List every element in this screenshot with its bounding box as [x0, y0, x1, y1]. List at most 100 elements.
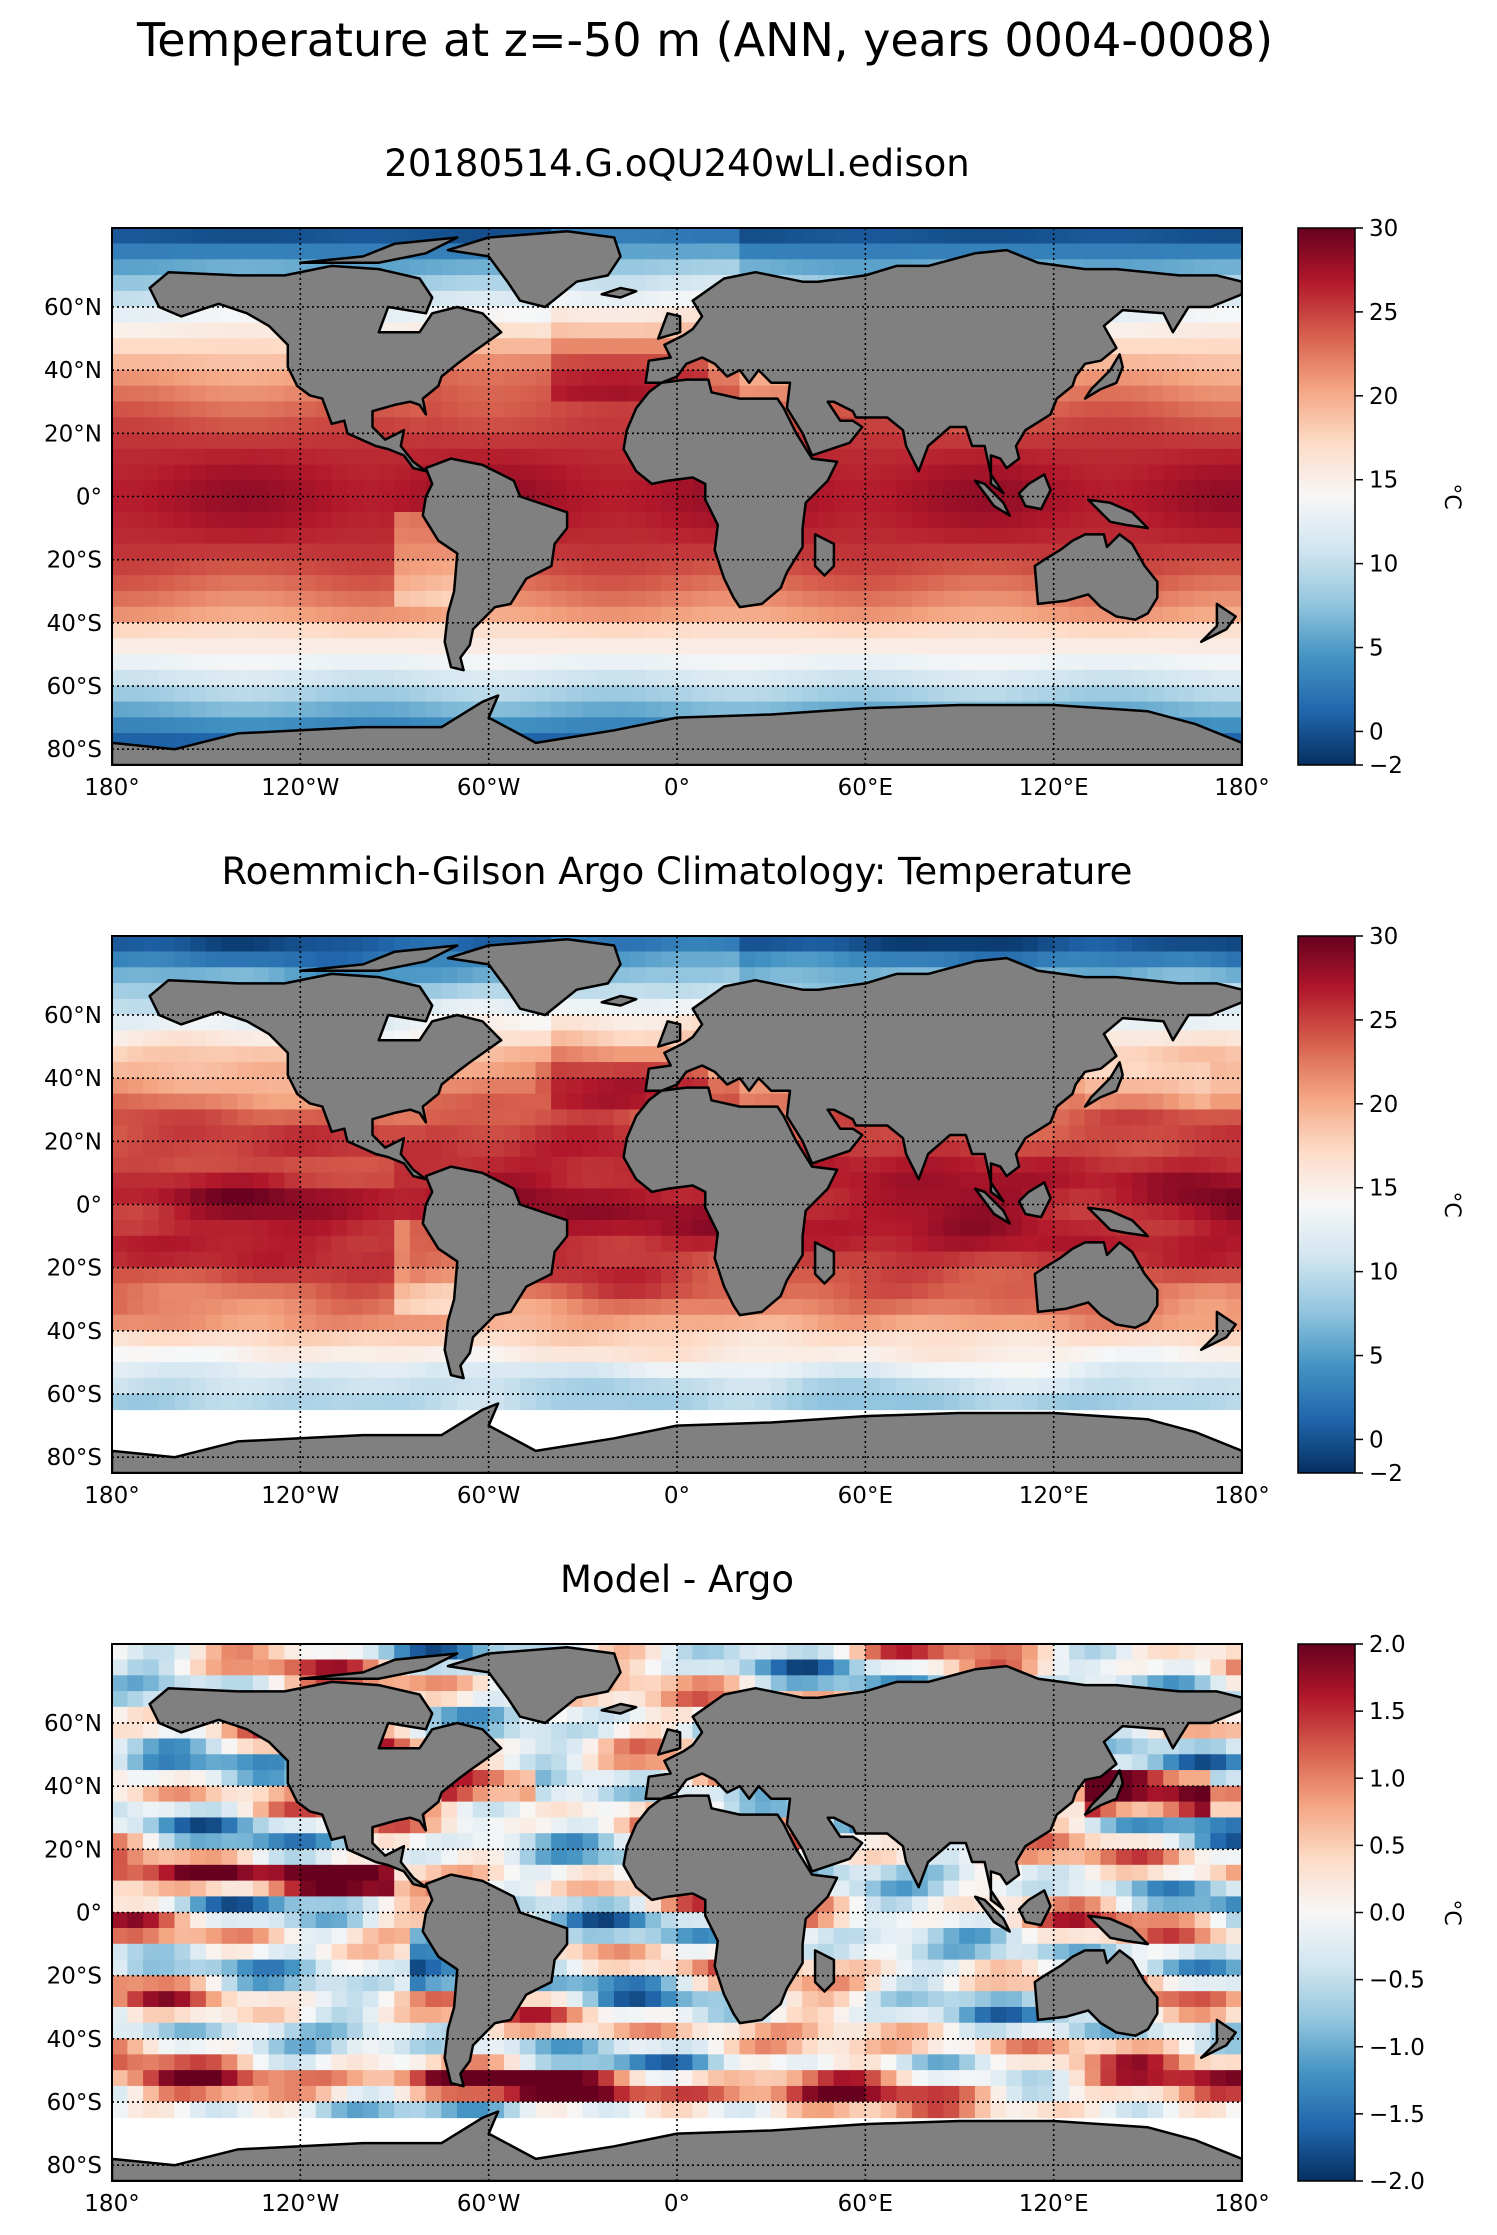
- field-cell: [786, 669, 803, 687]
- field-cell: [1178, 1251, 1196, 1268]
- field-cell: [551, 685, 568, 703]
- field-cell: [1021, 1644, 1039, 1661]
- field-cell: [441, 998, 458, 1016]
- field-cell: [880, 936, 898, 953]
- field-cell: [252, 1030, 270, 1047]
- field-cell: [1021, 1235, 1039, 1253]
- field-cell: [488, 448, 505, 466]
- field-cell: [1069, 385, 1086, 403]
- field-cell: [1194, 1046, 1211, 1063]
- field-cell: [221, 511, 238, 529]
- field-cell: [582, 354, 599, 371]
- field-cell: [362, 559, 380, 576]
- field-cell: [566, 590, 584, 608]
- landmass: [446, 937, 622, 1017]
- field-cell: [472, 1093, 489, 1111]
- field-cell: [1194, 936, 1211, 953]
- field-cell: [739, 669, 756, 687]
- field-cell: [488, 338, 505, 355]
- field-cell: [472, 1377, 489, 1395]
- field-cell: [315, 1251, 333, 1268]
- field-cell: [1226, 575, 1242, 592]
- field-cell: [645, 1204, 662, 1221]
- field-cell: [362, 511, 380, 529]
- field-cell: [1100, 638, 1117, 655]
- field-cell: [237, 1314, 254, 1332]
- field-cell: [127, 290, 144, 308]
- field-cell: [190, 417, 207, 434]
- field-cell: [362, 1188, 380, 1205]
- field-cell: [833, 575, 850, 592]
- field-cell: [127, 1267, 144, 1284]
- field-cell: [551, 1093, 568, 1111]
- field-cell: [158, 1125, 176, 1142]
- field-cell: [252, 1393, 270, 1411]
- field-cell: [331, 1219, 348, 1237]
- field-cell: [629, 1706, 646, 1724]
- field-cell: [1163, 575, 1180, 592]
- field-cell: [1100, 951, 1117, 968]
- field-cell: [551, 464, 568, 482]
- field-cell: [221, 354, 238, 371]
- field-cell: [1037, 1644, 1054, 1661]
- field-cell: [629, 606, 646, 624]
- field-cell: [143, 338, 160, 355]
- field-cell: [1147, 1125, 1164, 1142]
- field-cell: [158, 401, 176, 418]
- field-cell: [817, 967, 835, 984]
- field-cell: [378, 1235, 395, 1253]
- field-cell: [708, 259, 725, 276]
- field-cell: [1021, 1219, 1039, 1237]
- panel-1-title: 20180514.G.oQU240wLI.edison: [384, 142, 970, 185]
- field-cell: [205, 1251, 223, 1268]
- field-cell: [582, 306, 599, 324]
- field-cell: [1163, 1362, 1180, 1379]
- field-cell: [613, 1393, 631, 1411]
- landmass: [656, 1020, 682, 1048]
- field-cell: [190, 1362, 207, 1379]
- field-cell: [1226, 1188, 1242, 1205]
- x-tick-label: 120°W: [261, 1483, 339, 1509]
- field-cell: [912, 543, 929, 560]
- field-cell: [1163, 1675, 1180, 1692]
- field-cell: [739, 606, 756, 624]
- field-cell: [174, 638, 191, 655]
- field-cell: [143, 480, 160, 497]
- field-cell: [112, 1219, 128, 1237]
- field-cell: [1226, 685, 1242, 703]
- field-cell: [1210, 559, 1227, 576]
- field-cell: [315, 1314, 333, 1332]
- field-cell: [1084, 638, 1102, 655]
- field-cell: [739, 259, 756, 276]
- field-cell: [661, 527, 678, 545]
- field-cell: [770, 243, 788, 260]
- field-cell: [786, 1298, 803, 1316]
- field-cell: [112, 385, 128, 403]
- field-cell: [1178, 1109, 1196, 1126]
- field-cell: [205, 448, 223, 466]
- field-cell: [237, 338, 254, 355]
- field-cell: [143, 1219, 160, 1237]
- colorbar: [1297, 227, 1356, 766]
- field-cell: [1194, 322, 1211, 339]
- field-cell: [158, 417, 176, 434]
- y-tick-label: 60°N: [44, 1003, 102, 1029]
- field-cell: [1226, 1109, 1242, 1126]
- field-cell: [880, 1204, 898, 1221]
- field-cell: [143, 1046, 160, 1063]
- field-cell: [927, 511, 945, 529]
- field-cell: [519, 464, 537, 482]
- field-cell: [221, 590, 238, 608]
- field-cell: [551, 1188, 568, 1205]
- field-cell: [1210, 1046, 1227, 1063]
- field-cell: [190, 638, 207, 655]
- field-cell: [692, 1362, 709, 1379]
- field-cell: [1226, 1675, 1242, 1692]
- field-cell: [896, 480, 913, 497]
- field-cell: [362, 669, 380, 687]
- field-cell: [504, 1330, 521, 1347]
- field-cell: [613, 1644, 631, 1661]
- field-cell: [1006, 1362, 1023, 1379]
- field-cell: [488, 983, 505, 1000]
- field-cell: [237, 464, 254, 482]
